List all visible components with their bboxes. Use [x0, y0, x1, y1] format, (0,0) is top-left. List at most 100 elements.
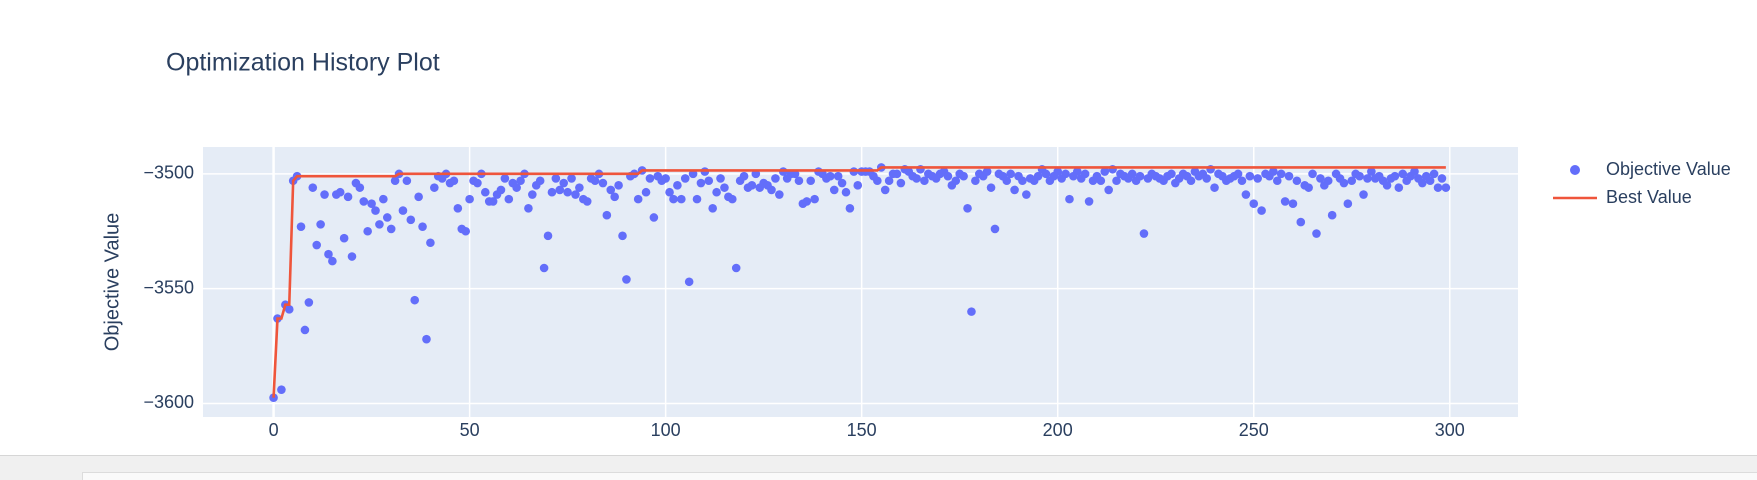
data-point [716, 174, 725, 183]
data-point [1269, 167, 1278, 176]
data-point [375, 220, 384, 229]
data-point [951, 176, 961, 186]
data-point [1022, 190, 1031, 199]
data-point [633, 194, 643, 204]
data-point [1276, 169, 1286, 179]
data-point [1425, 176, 1435, 186]
data-point [826, 171, 835, 181]
data-point [1292, 176, 1302, 186]
data-point [1367, 167, 1376, 176]
y-tick-label: −3550 [143, 277, 194, 297]
data-point [575, 183, 584, 192]
data-point [1272, 176, 1282, 186]
data-point [563, 187, 572, 197]
data-point [967, 307, 976, 316]
data-point [692, 194, 702, 204]
data-point [1041, 169, 1051, 179]
data-point [1288, 199, 1298, 209]
data-point [1441, 183, 1451, 192]
data-point [1257, 206, 1266, 215]
data-point [559, 178, 569, 188]
data-point [1084, 197, 1094, 206]
data-point [1096, 176, 1106, 186]
data-point [943, 171, 953, 181]
data-point [555, 185, 565, 195]
best-line [272, 166, 1446, 398]
data-point [426, 238, 435, 248]
data-point [1135, 171, 1145, 181]
panel-edge [82, 472, 1757, 480]
data-point [1339, 178, 1349, 188]
legend-label: Best Value [1606, 187, 1692, 207]
data-point [841, 187, 851, 197]
data-point [1359, 190, 1368, 199]
data-point [853, 181, 863, 190]
data-point [461, 226, 470, 236]
data-point [1323, 176, 1333, 186]
data-point [1308, 169, 1317, 179]
data-point [406, 215, 416, 225]
data-point [1304, 183, 1313, 192]
data-point [669, 194, 678, 204]
data-point [402, 176, 412, 186]
data-point [551, 174, 561, 183]
data-point [971, 176, 980, 186]
data-point [1241, 190, 1251, 199]
data-point [1437, 174, 1447, 183]
data-point [661, 174, 670, 183]
data-point [582, 197, 592, 206]
data-point [535, 176, 545, 186]
data-point [606, 185, 616, 195]
data-point [473, 178, 482, 188]
data-point [1418, 178, 1427, 188]
chart-title: Optimization History Plot [166, 49, 440, 77]
data-point [873, 176, 882, 186]
data-point [1249, 199, 1259, 209]
data-point [806, 176, 816, 186]
data-point [1284, 171, 1294, 181]
data-point [528, 190, 537, 199]
chart: Optimization History Plot Objective Valu… [101, 49, 1730, 440]
data-point [986, 183, 996, 192]
data-point [1280, 197, 1290, 206]
data-point [414, 192, 423, 202]
data-point [320, 190, 329, 199]
x-tick-label: 250 [1239, 420, 1269, 440]
data-point [739, 171, 749, 181]
data-point [794, 176, 804, 186]
data-point [367, 199, 376, 209]
data-point [355, 183, 365, 192]
data-point [1002, 176, 1012, 186]
data-point [1053, 167, 1063, 176]
data-point [1296, 217, 1306, 227]
data-point [324, 249, 333, 259]
data-point [1355, 171, 1364, 181]
data-point [622, 275, 631, 284]
data-point [880, 185, 890, 195]
data-point [422, 334, 431, 344]
data-point [1398, 169, 1408, 179]
data-point [590, 176, 600, 186]
data-point [704, 176, 714, 186]
y-tick-label: −3500 [143, 163, 194, 183]
data-point [1112, 176, 1121, 186]
data-point [680, 174, 690, 183]
data-point [1390, 171, 1400, 181]
data-point [382, 213, 392, 222]
x-tick-label: 50 [460, 420, 480, 440]
data-point [300, 325, 310, 335]
data-point [488, 197, 498, 206]
data-point [571, 190, 580, 199]
data-point [982, 167, 992, 176]
data-point [343, 192, 353, 202]
data-point [837, 178, 847, 188]
data-point [1347, 176, 1357, 186]
data-point [339, 233, 349, 243]
data-point [673, 181, 682, 190]
data-point [1410, 167, 1419, 176]
legend-marker [1570, 165, 1580, 175]
data-point [1363, 174, 1372, 183]
data-point [696, 178, 706, 188]
x-tick-label: 300 [1435, 420, 1465, 440]
